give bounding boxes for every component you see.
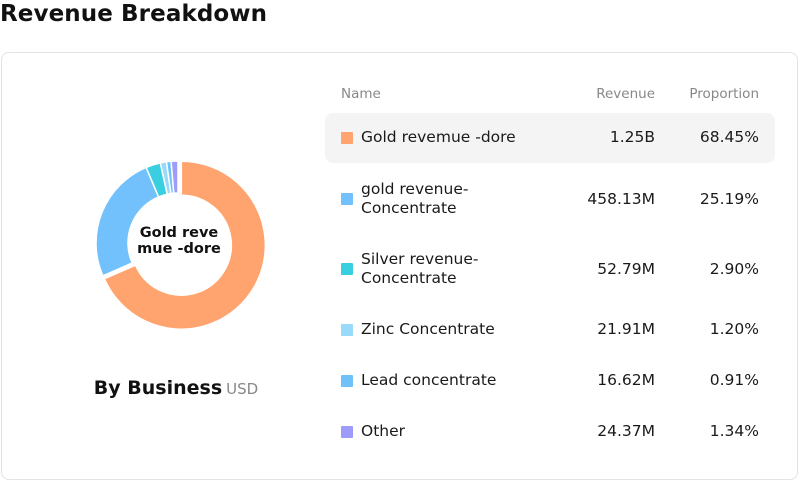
row-name: Gold revemue -dore <box>361 128 516 146</box>
legend-swatch <box>341 375 353 387</box>
unit-label: USD <box>226 380 259 398</box>
row-name: Silver revenue-Concentrate <box>361 250 479 287</box>
header-proportion: Proportion <box>689 86 759 102</box>
row-proportion: 25.19% <box>699 190 759 208</box>
row-proportion: 68.45% <box>699 128 759 146</box>
table-row[interactable]: Gold revemue -dore 1.25B 68.45% <box>325 113 775 163</box>
table-header: Name Revenue Proportion <box>325 86 775 106</box>
group-label: By Business USD <box>0 377 352 399</box>
donut-center-line-1: Gold reve <box>139 225 219 241</box>
row-name: Other <box>361 422 406 440</box>
table-row[interactable]: gold revenue-Concentrate 458.13M 25.19% <box>325 172 775 228</box>
donut-center-label: Gold reve mue -dore <box>114 225 244 257</box>
table-row[interactable]: Silver revenue-Concentrate 52.79M 2.90% <box>325 242 775 298</box>
header-name: Name <box>341 86 381 102</box>
row-revenue: 21.91M <box>597 320 655 338</box>
row-revenue: 24.37M <box>597 422 655 440</box>
row-revenue: 1.25B <box>609 128 655 146</box>
row-proportion: 0.91% <box>709 371 759 389</box>
row-proportion: 1.34% <box>709 422 759 440</box>
donut-chart <box>95 160 267 330</box>
donut-slice[interactable] <box>103 160 267 330</box>
legend-swatch <box>341 132 353 144</box>
row-revenue: 16.62M <box>597 371 655 389</box>
row-name: Zinc Concentrate <box>361 320 495 338</box>
header-revenue: Revenue <box>596 86 655 102</box>
donut-center-line-2: mue -dore <box>137 241 221 257</box>
row-revenue: 52.79M <box>597 260 655 278</box>
row-name: gold revenue-Concentrate <box>361 180 469 217</box>
donut-slice[interactable] <box>95 166 160 277</box>
table-row[interactable]: Zinc Concentrate 21.91M 1.20% <box>325 313 775 347</box>
legend-swatch <box>341 193 353 205</box>
row-proportion: 2.90% <box>709 260 759 278</box>
row-revenue: 458.13M <box>587 190 655 208</box>
page-title: Revenue Breakdown <box>0 1 268 27</box>
row-name: Lead concentrate <box>361 371 497 389</box>
legend-swatch <box>341 263 353 275</box>
donut-slice[interactable] <box>170 160 179 194</box>
table-row[interactable]: Other 24.37M 1.34% <box>325 415 775 449</box>
legend-swatch <box>341 426 353 438</box>
table-row[interactable]: Lead concentrate 16.62M 0.91% <box>325 364 775 398</box>
group-title: By Business <box>93 377 223 399</box>
row-proportion: 1.20% <box>709 320 759 338</box>
legend-swatch <box>341 324 353 336</box>
